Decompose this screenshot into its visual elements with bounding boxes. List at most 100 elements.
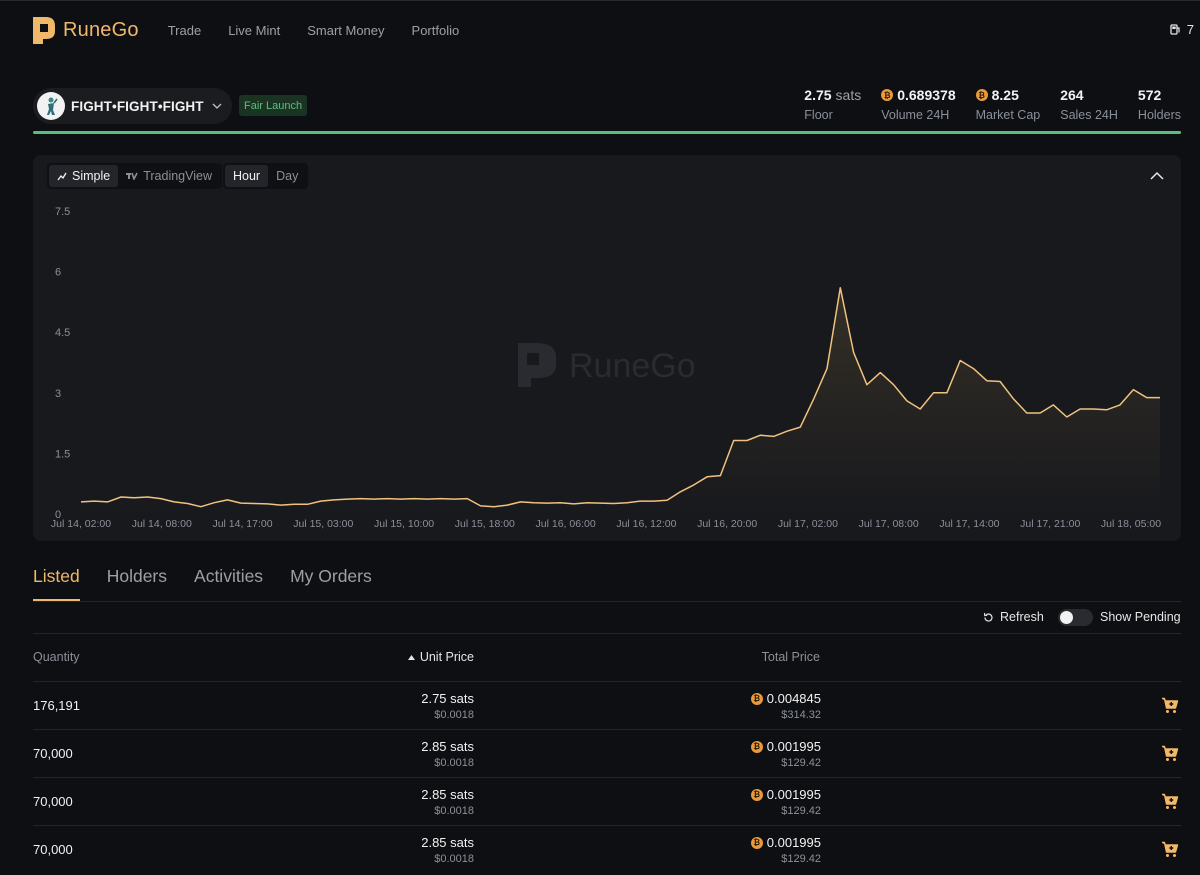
sales-value: 264 [1060, 87, 1084, 103]
controls-divider [33, 633, 1181, 634]
market-cap-label: Market Cap [975, 108, 1041, 122]
tabs-divider [33, 601, 1181, 602]
chevron-down-icon [212, 103, 222, 109]
tab-listed[interactable]: Listed [33, 566, 80, 601]
tab-my-orders[interactable]: My Orders [290, 566, 372, 586]
hour-button[interactable]: Hour [225, 165, 269, 187]
x-tick-label: Jul 16, 20:00 [697, 518, 757, 530]
unit-price-usd: $0.0018 [434, 709, 474, 721]
header-unit-price[interactable]: Unit Price [407, 650, 474, 664]
buy-cart-icon[interactable] [1161, 745, 1179, 762]
watermark: RuneGo [518, 343, 696, 387]
row-quantity: 70,000 [33, 746, 73, 761]
volume-label: Volume 24H [881, 108, 950, 122]
unit-price-sats: 2.75 sats [421, 691, 474, 706]
unit-price-label: Unit Price [419, 650, 474, 664]
sales-label: Sales 24H [1060, 108, 1118, 122]
line-chart-icon [57, 172, 67, 180]
listing-tabs: Listed Holders Activities My Orders [33, 566, 372, 601]
nav-smart-money[interactable]: Smart Money [307, 22, 385, 38]
top-border [0, 0, 1200, 1]
market-cap-value: 8.25 [991, 87, 1019, 103]
floor-value: 2.75 [804, 87, 832, 103]
volume-value: 0.689378 [897, 87, 956, 103]
nav-portfolio[interactable]: Portfolio [411, 22, 460, 38]
nav-trade[interactable]: Trade [167, 22, 202, 38]
tab-holders[interactable]: Holders [106, 566, 168, 586]
price-area [81, 287, 1160, 514]
stat-floor: 2.75 sats Floor [804, 87, 861, 122]
refresh-button[interactable]: Refresh [983, 610, 1044, 624]
show-pending-toggle[interactable] [1058, 609, 1093, 626]
show-pending-label: Show Pending [1100, 610, 1181, 624]
sort-asc-icon [407, 654, 415, 660]
bitcoin-icon: ₿ [881, 89, 894, 101]
row-quantity: 70,000 [33, 842, 73, 857]
bitcoin-icon: ₿ [750, 740, 763, 753]
buy-cart-icon[interactable] [1161, 793, 1179, 810]
stat-holders: 572 Holders [1138, 87, 1181, 122]
nav-live-mint[interactable]: Live Mint [228, 22, 281, 38]
header-quantity[interactable]: Quantity [33, 650, 80, 664]
row-quantity: 70,000 [33, 794, 73, 809]
unit-price-sats: 2.85 sats [421, 835, 474, 850]
table-row[interactable]: 70,000 2.85 sats $0.0018 ₿ 0.001995 $129.42 [33, 729, 1181, 777]
header-total-price[interactable]: Total Price [761, 650, 820, 664]
token-selector[interactable]: FIGHT•FIGHT•FIGHT [33, 88, 232, 124]
refresh-label: Refresh [1000, 610, 1044, 624]
mint-progress-bar [33, 131, 1181, 134]
tradingview-icon [126, 172, 138, 180]
gas-indicator[interactable]: 7 [1170, 22, 1194, 37]
refresh-icon [983, 612, 993, 622]
buy-cart-icon[interactable] [1161, 841, 1179, 858]
table-row[interactable]: 70,000 2.85 sats $0.0018 ₿ 0.001995 $129.42 [33, 825, 1181, 873]
watermark-text: RuneGo [569, 347, 696, 385]
x-tick-label: Jul 16, 06:00 [536, 518, 596, 530]
row-unit-price: 2.85 sats $0.0018 [421, 835, 474, 865]
holders-label: Holders [1137, 108, 1181, 122]
y-tick-label: 4.5 [55, 327, 70, 339]
bitcoin-icon: ₿ [975, 89, 988, 101]
y-tick-label: 7.5 [55, 206, 70, 218]
fighter-figure-icon [47, 97, 58, 115]
unit-price-usd: $0.0018 [434, 805, 474, 817]
stat-sales: 264 Sales 24H [1060, 87, 1118, 122]
chart-type-toggle: Simple TradingView [47, 163, 223, 189]
row-total-price: ₿ 0.001995 $129.42 [750, 787, 821, 817]
fair-launch-badge: Fair Launch [239, 95, 308, 116]
x-tick-label: Jul 16, 12:00 [616, 518, 676, 530]
row-unit-price: 2.75 sats $0.0018 [421, 691, 474, 721]
tradingview-button[interactable]: TradingView [118, 165, 220, 187]
day-button[interactable]: Day [276, 169, 299, 183]
buy-cart-icon[interactable] [1161, 697, 1179, 714]
x-tick-label: Jul 17, 08:00 [859, 518, 919, 530]
token-name: FIGHT•FIGHT•FIGHT [71, 98, 204, 114]
brand-name: RuneGo [63, 18, 139, 41]
unit-price-sats: 2.85 sats [421, 739, 474, 754]
tab-activities[interactable]: Activities [194, 566, 264, 586]
stat-volume: ₿ 0.689378 Volume 24H [881, 87, 956, 122]
chevron-up-icon[interactable] [1149, 169, 1165, 181]
table-row[interactable]: 70,000 2.85 sats $0.0018 ₿ 0.001995 $129.42 [33, 777, 1181, 825]
x-tick-label: Jul 15, 10:00 [374, 518, 434, 530]
top-nav: RuneGo Trade Live Mint Smart Money Portf… [33, 14, 1200, 46]
floor-unit: sats [835, 87, 862, 103]
row-total-price: ₿ 0.001995 $129.42 [750, 739, 821, 769]
table-row[interactable]: 176,191 2.75 sats $0.0018 ₿ 0.004845 $314.32 [33, 681, 1181, 729]
runego-logo-icon [33, 16, 55, 44]
total-usd: $129.42 [781, 757, 821, 769]
total-btc: 0.004845 [766, 691, 821, 706]
x-tick-label: Jul 15, 03:00 [293, 518, 353, 530]
tradingview-label: TradingView [143, 169, 213, 183]
unit-price-usd: $0.0018 [434, 757, 474, 769]
x-tick-label: Jul 15, 18:00 [455, 518, 515, 530]
simple-view-button[interactable]: Simple [49, 165, 119, 187]
brand-logo[interactable]: RuneGo [33, 16, 139, 44]
gas-count: 7 [1186, 22, 1194, 37]
interval-toggle: Hour Day [223, 163, 309, 189]
y-tick-label: 1.5 [55, 448, 70, 460]
total-btc: 0.001995 [766, 835, 821, 850]
token-avatar [37, 92, 65, 120]
unit-price-sats: 2.85 sats [421, 787, 474, 802]
x-tick-label: Jul 18, 05:00 [1101, 518, 1161, 530]
